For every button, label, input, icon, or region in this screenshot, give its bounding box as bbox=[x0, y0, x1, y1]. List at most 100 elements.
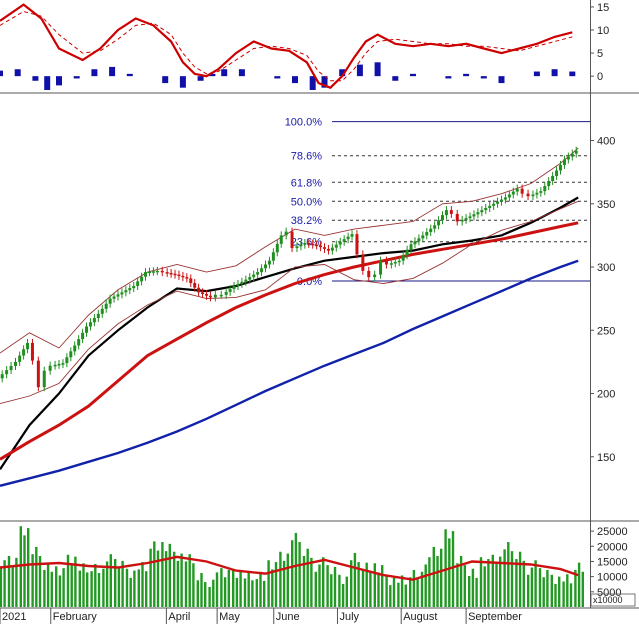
x-tick-label: August bbox=[403, 611, 437, 623]
candle-body bbox=[219, 294, 223, 297]
histogram-bar bbox=[209, 73, 216, 77]
fib-level-label: 38.2% bbox=[291, 215, 322, 227]
candle-body bbox=[42, 370, 46, 388]
candle-body bbox=[165, 272, 169, 274]
chart-frame bbox=[0, 0, 639, 609]
candle-body bbox=[555, 170, 559, 176]
candle-body bbox=[116, 294, 120, 297]
volume-bar bbox=[397, 582, 400, 607]
candle-body bbox=[535, 192, 539, 195]
candle-body bbox=[81, 332, 85, 340]
candle-body bbox=[355, 234, 359, 255]
candle-body bbox=[177, 274, 181, 277]
histogram-bar bbox=[73, 76, 80, 79]
candle-body bbox=[181, 275, 185, 278]
volume-bar bbox=[581, 571, 584, 607]
candle-body bbox=[367, 270, 371, 278]
volume-bar bbox=[31, 554, 34, 607]
candle-body bbox=[65, 357, 69, 364]
volume-bar bbox=[247, 571, 250, 607]
candle-body bbox=[96, 313, 100, 319]
volume-bar bbox=[306, 548, 309, 607]
volume-bar bbox=[322, 557, 325, 607]
candle-body bbox=[425, 232, 429, 236]
volume-bar bbox=[451, 531, 455, 607]
volume-bar bbox=[188, 554, 191, 607]
volume-bar bbox=[7, 556, 11, 607]
candle-body bbox=[551, 175, 555, 182]
volume-bar bbox=[164, 551, 168, 607]
candle-body bbox=[61, 363, 65, 365]
volume-bar bbox=[141, 562, 144, 607]
candle-body bbox=[449, 210, 453, 214]
volume-bar bbox=[184, 561, 188, 607]
volume-unit-label: x10000 bbox=[593, 595, 623, 605]
histogram-bar bbox=[498, 76, 505, 84]
candle-body bbox=[476, 212, 480, 215]
volume-bar bbox=[212, 579, 215, 607]
volume-bar bbox=[27, 528, 30, 607]
candle-body bbox=[228, 288, 232, 292]
candle-body bbox=[100, 308, 104, 314]
volume-bar bbox=[282, 560, 286, 607]
x-tick-label: April bbox=[168, 611, 190, 623]
volume-bar bbox=[432, 546, 435, 607]
candle-body bbox=[531, 194, 535, 197]
candle-body bbox=[248, 277, 252, 280]
volume-bar bbox=[341, 583, 345, 607]
volume-bar bbox=[507, 542, 510, 607]
candle-body bbox=[543, 186, 547, 192]
candle-body bbox=[193, 283, 197, 288]
volume-bar bbox=[574, 569, 577, 607]
volume-bar bbox=[180, 553, 183, 607]
volume-bar bbox=[353, 552, 357, 607]
volume-bar bbox=[223, 577, 227, 607]
volume-bar bbox=[62, 568, 65, 607]
candle-body bbox=[279, 235, 283, 244]
candle-body bbox=[0, 374, 4, 379]
candle-body bbox=[22, 349, 26, 356]
x-axis: 2021 February April May June July August Septem… bbox=[0, 608, 522, 624]
volume-bar bbox=[530, 567, 534, 607]
volume-bar bbox=[46, 562, 50, 607]
candle-body bbox=[488, 205, 492, 208]
candle-body bbox=[267, 260, 271, 265]
y-tick-label: 10 bbox=[597, 25, 609, 37]
candle-body bbox=[73, 345, 77, 352]
volume-bar bbox=[55, 566, 58, 607]
candle-body bbox=[53, 364, 57, 367]
candle-body bbox=[128, 288, 132, 291]
volume-bar bbox=[137, 569, 140, 607]
candle-body bbox=[18, 355, 22, 362]
y-tick-label: 5 bbox=[597, 48, 603, 60]
volume-bar bbox=[527, 574, 530, 607]
candle-body bbox=[503, 197, 507, 200]
candle-body bbox=[384, 260, 388, 265]
volume-bar bbox=[232, 568, 235, 607]
candle-body bbox=[515, 188, 519, 192]
ma-mid-line bbox=[0, 221, 579, 461]
candle-body bbox=[295, 246, 299, 249]
y-tick-label: 20000 bbox=[597, 541, 628, 553]
volume-bar bbox=[294, 532, 298, 607]
candle-body bbox=[379, 260, 383, 275]
volume-bar bbox=[133, 570, 136, 607]
volume-bar bbox=[522, 560, 525, 607]
volume-bar bbox=[361, 569, 365, 607]
candle-body bbox=[437, 220, 441, 226]
band-lower-line bbox=[0, 200, 579, 405]
y-tick-label: 10000 bbox=[597, 572, 628, 584]
volume-bar bbox=[105, 561, 109, 607]
candle-body bbox=[566, 156, 570, 160]
x-tick-label: May bbox=[219, 611, 240, 623]
x-tick-label: June bbox=[276, 611, 300, 623]
histogram-bar bbox=[91, 69, 98, 77]
candle-body bbox=[136, 281, 140, 286]
volume-bar bbox=[566, 574, 569, 607]
volume-bar bbox=[459, 556, 463, 607]
oscillator-panel: 15 10 5 0 bbox=[0, 2, 609, 90]
candle-body bbox=[417, 238, 421, 242]
signal-line bbox=[0, 10, 573, 82]
histogram-bar bbox=[197, 76, 204, 81]
